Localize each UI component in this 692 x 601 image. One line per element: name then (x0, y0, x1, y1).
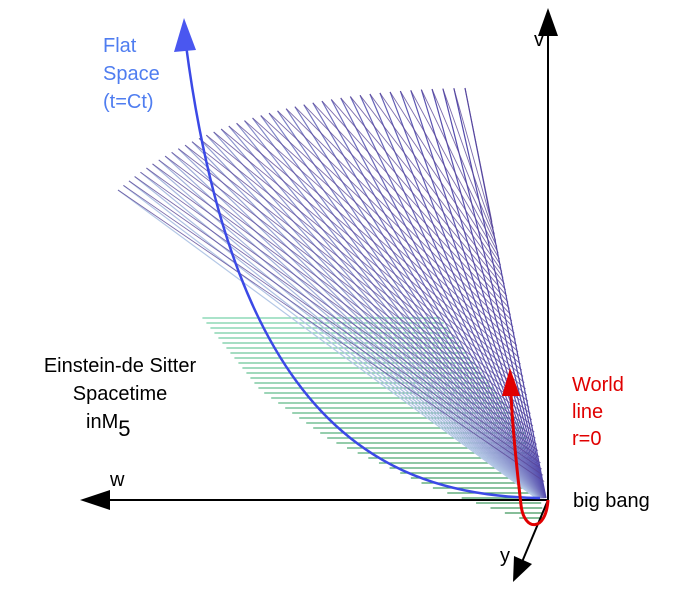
y-label: y (500, 545, 510, 567)
spacetime-surface (118, 88, 546, 518)
flat-space-label: Flat (103, 35, 137, 57)
v-label: v (534, 29, 544, 51)
y-axis (522, 500, 548, 562)
surface-line (229, 126, 523, 376)
w-arrow (80, 490, 110, 510)
surface-line (411, 90, 498, 253)
y-arrow (513, 556, 532, 582)
surface-line (123, 185, 536, 498)
surface-line (400, 91, 544, 498)
spacetime-label: Spacetime (73, 383, 168, 405)
world-line-label: r=0 (572, 428, 601, 450)
flat-space-label: (t=Ct) (103, 91, 154, 113)
world-line-label: line (572, 401, 603, 423)
surface-line (206, 135, 527, 395)
spacetime-label: inM5 (86, 411, 130, 441)
world-line-label: World (572, 374, 624, 396)
origin-label: big bang (573, 490, 650, 512)
diagram: v w y big bang Flat Space (t=Ct) Einstei… (0, 0, 692, 601)
flat-space-label: Space (103, 63, 160, 85)
w-label: w (109, 469, 125, 491)
flat-space-arrow (174, 18, 196, 52)
spacetime-label: inM (86, 411, 118, 433)
surface-line (172, 152, 533, 426)
spacetime-label: Einstein-de Sitter (44, 355, 197, 377)
spacetime-subscript: 5 (118, 416, 130, 441)
